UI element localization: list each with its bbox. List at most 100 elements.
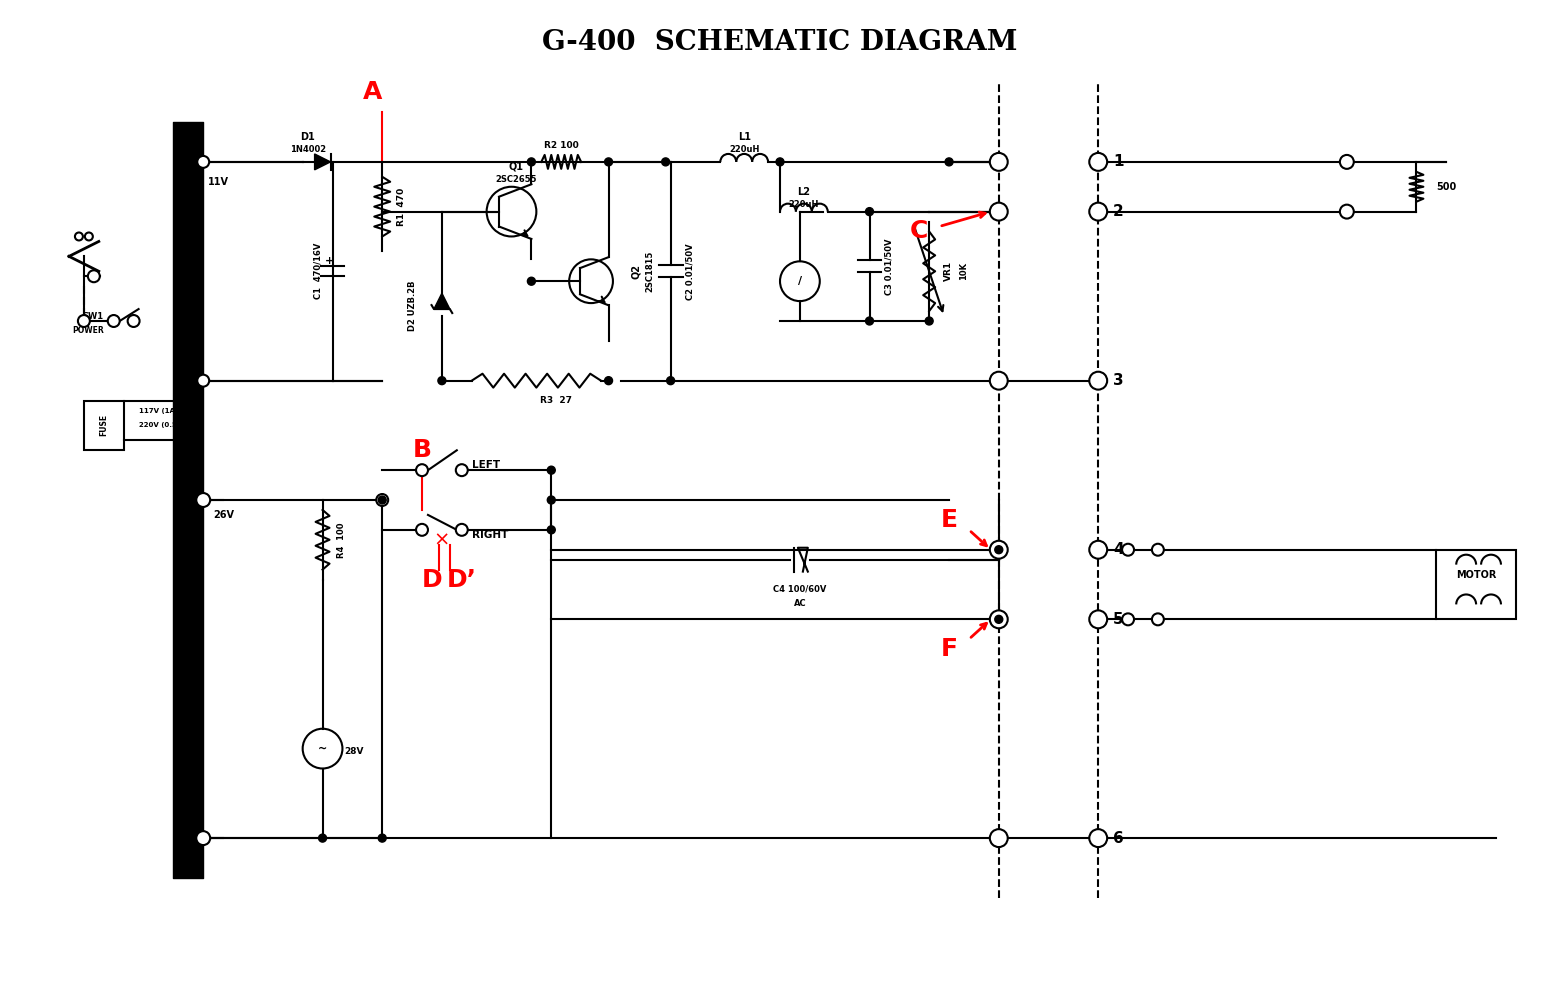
Circle shape <box>1151 544 1164 556</box>
Circle shape <box>991 153 1008 171</box>
Circle shape <box>197 493 211 507</box>
Circle shape <box>995 615 1003 623</box>
Circle shape <box>1151 613 1164 625</box>
Text: 2: 2 <box>1114 204 1123 219</box>
Circle shape <box>995 546 1003 554</box>
Circle shape <box>991 829 1008 847</box>
Text: E: E <box>941 508 958 532</box>
Circle shape <box>378 496 387 504</box>
Circle shape <box>1340 155 1354 169</box>
Text: VR1: VR1 <box>944 261 953 281</box>
Text: SW1: SW1 <box>83 312 105 321</box>
Circle shape <box>456 464 468 476</box>
Text: 220V (0.5A): 220V (0.5A) <box>139 422 184 428</box>
Text: C2 0.01/50V: C2 0.01/50V <box>685 243 694 300</box>
Text: D1: D1 <box>300 132 315 142</box>
Text: /: / <box>797 276 802 286</box>
Text: 4: 4 <box>1114 542 1123 557</box>
Circle shape <box>417 464 427 476</box>
Text: POWER: POWER <box>72 326 105 335</box>
Text: R4  100: R4 100 <box>337 522 346 558</box>
Text: ×: × <box>434 530 451 549</box>
Circle shape <box>376 494 388 506</box>
Circle shape <box>456 524 468 536</box>
Circle shape <box>1340 205 1354 219</box>
Circle shape <box>197 156 209 168</box>
Text: A: A <box>362 80 382 104</box>
Text: C1  470/16V: C1 470/16V <box>314 243 323 299</box>
Circle shape <box>666 377 674 385</box>
Circle shape <box>527 277 535 285</box>
Circle shape <box>991 372 1008 390</box>
Circle shape <box>318 834 326 842</box>
Circle shape <box>991 203 1008 221</box>
Text: 3: 3 <box>1114 373 1123 388</box>
Text: R2 100: R2 100 <box>544 141 579 150</box>
Text: 2SC1815: 2SC1815 <box>646 251 655 292</box>
Circle shape <box>1089 153 1108 171</box>
Text: 10K: 10K <box>959 262 969 280</box>
Text: C4 100/60V: C4 100/60V <box>774 585 827 594</box>
FancyBboxPatch shape <box>84 401 123 450</box>
Text: G-400  SCHEMATIC DIAGRAM: G-400 SCHEMATIC DIAGRAM <box>543 29 1017 56</box>
Text: L2: L2 <box>797 187 810 197</box>
Circle shape <box>1089 610 1108 628</box>
Text: 220uH: 220uH <box>729 145 760 154</box>
Text: C3 0.01/50V: C3 0.01/50V <box>885 238 894 295</box>
Circle shape <box>945 158 953 166</box>
Circle shape <box>197 831 211 845</box>
Circle shape <box>661 158 669 166</box>
Circle shape <box>991 541 1008 559</box>
Text: L1: L1 <box>738 132 750 142</box>
Circle shape <box>87 270 100 282</box>
Circle shape <box>438 377 446 385</box>
Text: 1: 1 <box>1114 154 1123 169</box>
Text: MOTOR: MOTOR <box>1455 570 1496 580</box>
Circle shape <box>1089 372 1108 390</box>
FancyBboxPatch shape <box>1437 550 1516 619</box>
Circle shape <box>1089 541 1108 559</box>
Circle shape <box>866 317 874 325</box>
Text: FUSE: FUSE <box>100 414 108 436</box>
Circle shape <box>925 317 933 325</box>
Text: 6: 6 <box>1114 831 1123 846</box>
Circle shape <box>605 158 613 166</box>
Text: Q1: Q1 <box>509 162 524 172</box>
Circle shape <box>417 524 427 536</box>
Text: Q2: Q2 <box>630 264 641 279</box>
Text: B: B <box>412 438 432 462</box>
Circle shape <box>1122 544 1134 556</box>
Text: R3  27: R3 27 <box>540 396 573 405</box>
Text: D2 UZB.2B: D2 UZB.2B <box>409 281 417 331</box>
Text: ~: ~ <box>318 744 328 754</box>
Circle shape <box>527 158 535 166</box>
Text: 28V: 28V <box>345 747 363 756</box>
Text: 5: 5 <box>1114 612 1123 627</box>
Circle shape <box>775 158 785 166</box>
Text: D’: D’ <box>446 568 477 592</box>
Circle shape <box>866 208 874 216</box>
Text: RIGHT: RIGHT <box>471 530 509 540</box>
Text: R1  470: R1 470 <box>398 188 406 226</box>
Text: 500: 500 <box>1437 182 1457 192</box>
Text: 2SC2655: 2SC2655 <box>496 175 537 184</box>
Text: C: C <box>909 219 928 243</box>
Circle shape <box>197 375 209 387</box>
Circle shape <box>78 315 90 327</box>
Text: 26V: 26V <box>214 510 234 520</box>
Circle shape <box>1089 829 1108 847</box>
Text: 11V: 11V <box>207 177 229 187</box>
Circle shape <box>1122 613 1134 625</box>
Circle shape <box>548 496 555 504</box>
Text: D: D <box>421 568 441 592</box>
Text: 117V (1A): 117V (1A) <box>139 408 178 414</box>
Circle shape <box>991 610 1008 628</box>
Text: 1N4002: 1N4002 <box>290 145 326 154</box>
Polygon shape <box>434 293 449 309</box>
Text: LEFT: LEFT <box>471 460 499 470</box>
Text: +: + <box>324 256 334 266</box>
Circle shape <box>128 315 139 327</box>
Circle shape <box>108 315 120 327</box>
Text: AC: AC <box>794 599 807 608</box>
Circle shape <box>548 526 555 534</box>
